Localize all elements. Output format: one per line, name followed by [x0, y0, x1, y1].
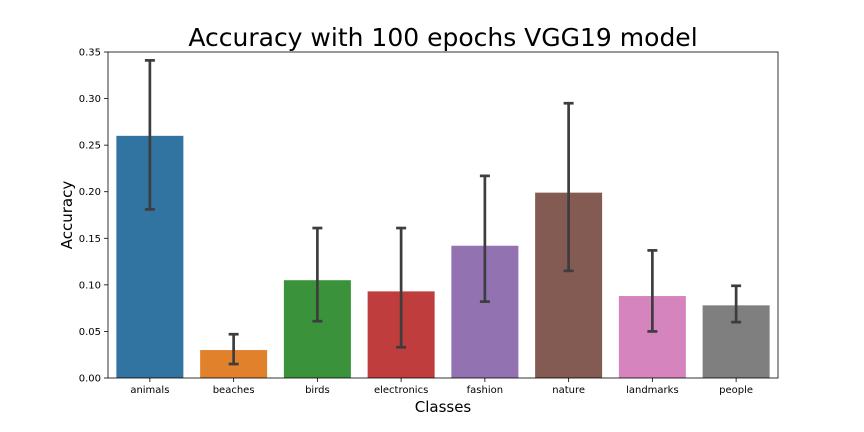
error-bar-people [731, 284, 742, 324]
y-tick-label: 0.20 [79, 187, 101, 198]
error-bar-fashion [479, 174, 490, 303]
x-axis: animals beaches birds electronics fashion nat… [130, 378, 753, 396]
y-tick-label: 0.30 [79, 94, 101, 105]
error-bar-animals [144, 59, 155, 211]
y-tick-label: 0.15 [79, 234, 101, 245]
y-tick-label: 0.35 [79, 48, 101, 59]
bars-group [116, 135, 770, 378]
plot-frame [107, 51, 779, 379]
error-bar-electronics [396, 226, 407, 349]
error-bar-nature [563, 101, 574, 273]
x-tick-label-nature: nature [552, 385, 585, 396]
x-axis-label: Classes [415, 398, 472, 416]
error-bar-beaches [228, 332, 239, 366]
x-tick-label-landmarks: landmarks [626, 385, 679, 396]
x-tick-label-people: people [719, 385, 753, 396]
x-tick-label-fashion: fashion [467, 385, 503, 396]
x-tick-label-animals: animals [130, 385, 169, 396]
x-tick-label-beaches: beaches [213, 385, 255, 396]
y-tick-label: 0.00 [79, 374, 101, 385]
x-tick-label-birds: birds [305, 385, 330, 396]
y-axis-label: Accuracy [58, 181, 76, 250]
x-tick-label-electronics: electronics [374, 385, 428, 396]
error-bar-birds [312, 226, 323, 323]
error-bars-group [144, 59, 742, 366]
y-tick-label: 0.10 [79, 280, 101, 291]
y-tick-label: 0.05 [79, 327, 101, 338]
error-bar-landmarks [647, 249, 658, 333]
y-axis: 0.00 0.05 0.10 0.15 0.20 0.25 0.30 0.35 [79, 48, 108, 385]
y-tick-label: 0.25 [79, 141, 101, 152]
chart-title: Accuracy with 100 epochs VGG19 model [188, 23, 697, 52]
